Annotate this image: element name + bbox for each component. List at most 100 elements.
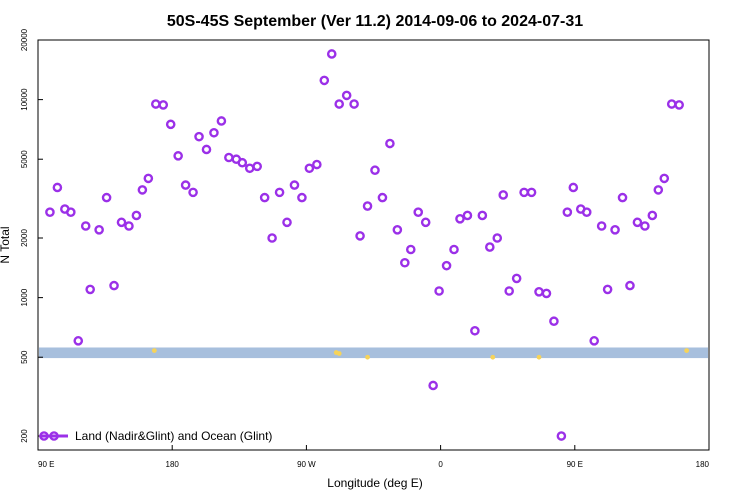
data-point [653, 185, 664, 195]
data-point [341, 90, 352, 101]
data-point [312, 159, 322, 170]
data-point [674, 100, 684, 110]
data-point [434, 286, 444, 296]
data-point [413, 207, 424, 218]
data-point [470, 325, 480, 336]
y-tick-label: 500 [20, 350, 29, 364]
data-point [319, 75, 330, 86]
data-point [52, 182, 63, 193]
data-point [80, 221, 91, 231]
data-point [405, 244, 416, 255]
data-point [124, 221, 134, 231]
data-point [659, 173, 670, 184]
data-point [137, 185, 148, 195]
data-point [355, 231, 365, 241]
data-point [304, 163, 315, 174]
y-tick-label: 1000 [20, 288, 29, 306]
data-point [180, 180, 191, 190]
data-point [150, 99, 161, 109]
data-point [158, 100, 169, 110]
x-tick-label: 90 E [38, 460, 54, 469]
data-point [428, 380, 438, 391]
data-point [666, 99, 677, 109]
data-point [267, 233, 277, 243]
data-point [449, 244, 459, 255]
data-point [216, 116, 227, 126]
band-marker [684, 348, 690, 354]
data-point [224, 152, 234, 163]
data-point [596, 221, 607, 231]
data-point [349, 99, 359, 109]
band-marker [365, 354, 370, 360]
band-marker [151, 348, 157, 354]
data-point [259, 192, 270, 203]
legend-marker [39, 431, 49, 441]
data-point [194, 131, 204, 142]
chart-title: 50S-45S September (Ver 11.2) 2014-09-06 … [167, 13, 583, 30]
data-point [143, 173, 154, 184]
legend: Land (Nadir&Glint) and Ocean (Glint) [39, 429, 272, 443]
data-point [504, 286, 514, 296]
band-marker [336, 351, 342, 356]
data-point [568, 182, 579, 193]
data-point [244, 163, 255, 174]
plot-frame [37, 39, 710, 451]
data-point [640, 221, 650, 231]
x-tick-label: 180 [696, 460, 710, 469]
data-point [297, 192, 307, 203]
data-point [282, 217, 292, 228]
data-point [477, 210, 488, 221]
data-point [94, 225, 104, 235]
data-point [188, 187, 198, 198]
data-point [209, 127, 219, 138]
data-point [602, 284, 613, 295]
data-point [370, 165, 380, 176]
data-point [362, 201, 373, 211]
y-tick-label: 5000 [20, 150, 29, 168]
data-point [274, 187, 285, 198]
data-point [385, 138, 395, 149]
data-point [334, 99, 345, 109]
data-point [289, 180, 300, 190]
data-point [617, 192, 628, 203]
data-point [85, 284, 95, 295]
data-point [485, 242, 495, 252]
data-point [455, 214, 465, 224]
data-point [632, 217, 643, 228]
data-point [66, 207, 76, 218]
data-point [73, 336, 84, 346]
data-point [647, 210, 658, 221]
data-point [589, 336, 599, 346]
data-point [201, 144, 212, 155]
data-point [625, 280, 635, 291]
data-point [549, 316, 559, 327]
data-point [173, 151, 183, 161]
data-point [400, 257, 410, 268]
data-point [165, 119, 176, 130]
legend-marker [49, 431, 59, 441]
data-point [131, 210, 142, 221]
data-point [541, 288, 552, 299]
data-point [556, 431, 567, 441]
data-point [252, 161, 262, 172]
data-point [377, 192, 388, 203]
data-point [392, 225, 403, 235]
band-area [39, 347, 708, 359]
data-point [441, 260, 452, 271]
data-point [511, 273, 522, 284]
data-point [116, 217, 127, 228]
data-point [101, 192, 112, 203]
y-tick-label: 200 [20, 429, 29, 443]
y-tick-label: 2000 [20, 229, 29, 247]
data-point [610, 225, 620, 235]
data-point [534, 287, 544, 297]
y-tick-label: 20000 [20, 28, 29, 51]
y-tick-label: 10000 [20, 88, 29, 111]
band-marker [536, 354, 542, 360]
y-axis-label: N Total [0, 226, 12, 263]
data-point [492, 233, 503, 243]
x-tick-label: 90 E [567, 460, 583, 469]
x-tick-label: 0 [438, 460, 443, 469]
data-point [462, 210, 473, 221]
